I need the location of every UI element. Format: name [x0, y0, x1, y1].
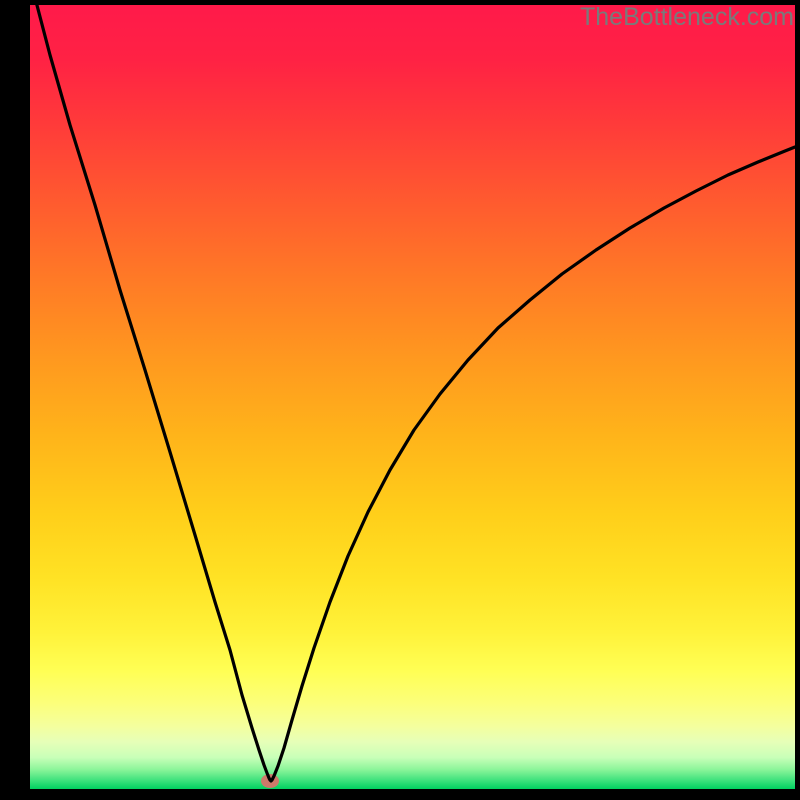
bottleneck-curve	[33, 0, 795, 781]
chart-svg	[0, 0, 800, 800]
figure-root: TheBottleneck.com	[0, 0, 800, 800]
watermark-text: TheBottleneck.com	[580, 3, 794, 32]
plot-area	[30, 5, 795, 789]
